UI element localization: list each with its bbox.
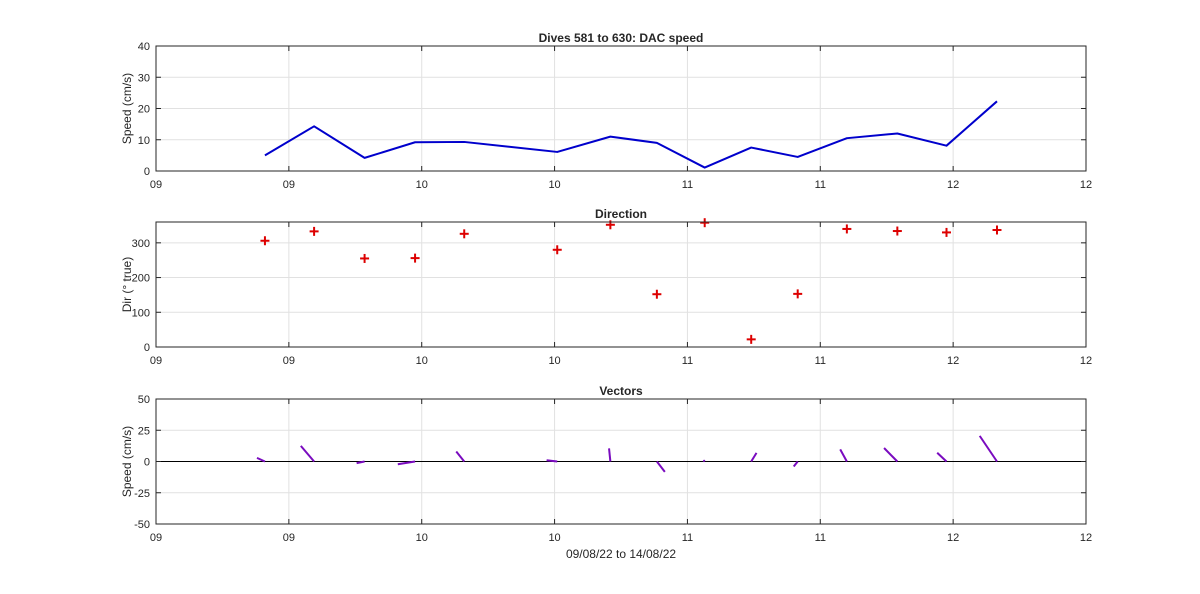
y-tick-label: 0 [144, 166, 150, 178]
y-tick-label: 0 [144, 457, 150, 469]
panel-title: Direction [595, 207, 647, 221]
y-tick-label: 0 [144, 342, 150, 354]
x-tick-label: 11 [682, 355, 693, 367]
x-tick-label: 09 [283, 532, 295, 544]
x-tick-label: 12 [1080, 355, 1092, 367]
y-tick-label: 20 [138, 104, 150, 116]
x-tick-label: 10 [416, 179, 428, 191]
y-tick-label: 40 [138, 41, 150, 53]
y-axis-label: Dir (° true) [120, 257, 134, 312]
y-tick-label: 30 [138, 72, 150, 84]
panel-2 [156, 218, 1086, 347]
vector-stick [703, 460, 704, 461]
x-tick-label: 09 [283, 179, 295, 191]
vector-stick [609, 448, 610, 461]
vector-stick [547, 460, 558, 461]
x-tick-label: 10 [548, 179, 560, 191]
x-tick-label: 10 [548, 532, 560, 544]
y-tick-label: -50 [134, 519, 150, 531]
x-tick-label: 12 [947, 355, 959, 367]
y-tick-label: 100 [132, 307, 150, 319]
x-axis-label: 09/08/22 to 14/08/22 [566, 547, 676, 561]
x-tick-label: 11 [682, 179, 693, 191]
y-tick-label: 25 [138, 425, 150, 437]
y-tick-label: -25 [134, 488, 150, 500]
x-tick-label: 09 [150, 532, 162, 544]
x-tick-label: 11 [815, 532, 826, 544]
x-tick-label: 10 [416, 532, 428, 544]
x-tick-label: 12 [947, 179, 959, 191]
y-tick-label: 200 [132, 273, 150, 285]
x-tick-label: 09 [150, 355, 162, 367]
y-axis-label: Speed (cm/s) [120, 426, 134, 497]
panel-1 [156, 46, 1086, 171]
x-tick-label: 09 [150, 179, 162, 191]
panel-title: Vectors [599, 384, 643, 398]
x-tick-label: 10 [548, 355, 560, 367]
x-tick-label: 11 [815, 355, 826, 367]
x-tick-label: 10 [416, 355, 428, 367]
x-tick-label: 12 [1080, 532, 1092, 544]
y-axis-label: Speed (cm/s) [120, 73, 134, 144]
x-tick-label: 12 [1080, 179, 1092, 191]
y-tick-label: 50 [138, 394, 150, 406]
x-tick-label: 12 [947, 532, 959, 544]
y-tick-label: 300 [132, 238, 150, 250]
plot-area [156, 222, 1086, 347]
panel-3 [156, 399, 1086, 524]
panel-title: Dives 581 to 630: DAC speed [539, 31, 704, 45]
y-tick-label: 10 [138, 135, 150, 147]
x-tick-label: 11 [815, 179, 826, 191]
x-tick-label: 09 [283, 355, 295, 367]
x-tick-label: 11 [682, 532, 693, 544]
